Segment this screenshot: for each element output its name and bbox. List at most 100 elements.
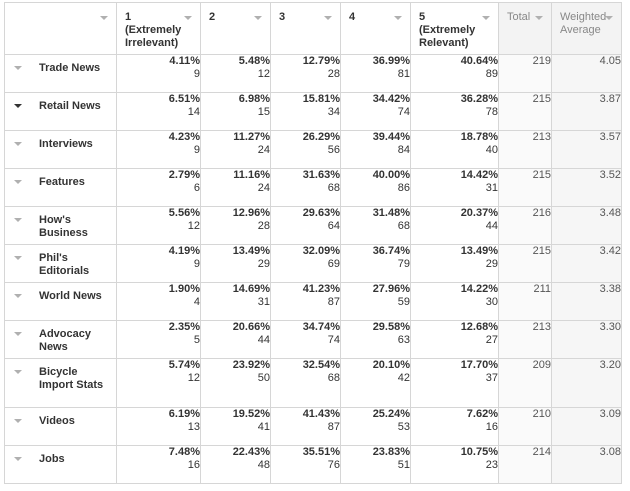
sort-caret-icon[interactable] [254,16,262,20]
header-col-2[interactable]: 2 [200,2,271,55]
response-cell: 4.23% 9 [116,130,201,169]
response-count: 56 [327,144,340,156]
header-col-1[interactable]: 1 (Extremely Irrelevant) [116,2,201,55]
response-cell: 13.49% 29 [410,244,499,283]
response-cell: 19.52% 41 [200,407,271,446]
row-weighted-average: 3.09 [551,407,622,446]
row-label: Phil's Editorials [39,252,90,277]
row-toggle-caret-icon[interactable] [14,457,22,461]
sort-caret-icon[interactable] [324,16,332,20]
response-percent: 14.69% [232,283,270,295]
response-count: 29 [257,258,270,270]
response-count: 41 [257,421,270,433]
response-percent: 20.66% [232,321,270,333]
response-percent: 5.74% [168,359,200,371]
row-total: 216 [498,206,552,245]
survey-results-table: 1 (Extremely Irrelevant) 2 3 4 5 (Extrem… [4,2,622,484]
response-cell: 13.49% 29 [200,244,271,283]
response-percent: 14.42% [460,169,498,181]
table-row: Advocacy News 2.35% 5 20.66% 44 34.74% 74 29.58… [4,320,622,359]
row-weighted-average: 4.05 [551,54,622,93]
row-label-cell: Videos [4,407,117,446]
response-count: 30 [485,296,498,308]
response-count: 68 [327,372,340,384]
row-toggle-caret-icon[interactable] [14,218,22,222]
response-cell: 41.43% 87 [270,407,341,446]
response-count: 78 [485,106,498,118]
row-toggle-caret-icon[interactable] [14,332,22,336]
response-percent: 29.63% [302,207,340,219]
row-label-cell: Advocacy News [4,320,117,359]
sort-caret-icon[interactable] [184,16,192,20]
header-blank[interactable] [4,2,117,55]
response-percent: 1.90% [168,283,200,295]
row-label-cell: World News [4,282,117,321]
row-label: Bicycle Import Stats [39,366,104,391]
row-weighted-average: 3.20 [551,358,622,408]
response-percent: 31.48% [372,207,410,219]
sort-caret-icon[interactable] [535,16,543,20]
header-total[interactable]: Total [498,2,552,55]
row-total: 219 [498,54,552,93]
response-cell: 4.11% 9 [116,54,201,93]
response-count: 53 [397,421,410,433]
row-toggle-caret-icon[interactable] [14,419,22,423]
row-toggle-caret-icon[interactable] [14,370,22,374]
response-cell: 34.74% 74 [270,320,341,359]
response-cell: 2.79% 6 [116,168,201,207]
row-total: 213 [498,320,552,359]
row-toggle-caret-icon[interactable] [14,180,22,184]
response-cell: 20.37% 44 [410,206,499,245]
row-toggle-caret-icon[interactable] [14,294,22,298]
header-weighted-average[interactable]: Weighted Average [551,2,622,55]
response-percent: 25.24% [372,408,410,420]
response-cell: 18.78% 40 [410,130,499,169]
response-percent: 13.49% [460,245,498,257]
response-cell: 20.10% 42 [340,358,411,408]
table-row: Videos 6.19% 13 19.52% 41 41.43% 87 25.24% 53 7.6… [4,407,622,446]
response-percent: 15.81% [302,93,340,105]
response-percent: 29.58% [372,321,410,333]
response-count: 37 [485,372,498,384]
response-count: 12 [257,68,270,80]
response-percent: 7.48% [168,446,200,458]
row-toggle-caret-icon[interactable] [14,104,22,108]
sort-caret-icon[interactable] [605,16,613,20]
response-count: 12 [187,220,200,232]
row-total: 215 [498,168,552,207]
response-count: 13 [187,421,200,433]
header-col-5[interactable]: 5 (Extremely Relevant) [410,2,499,55]
row-toggle-caret-icon[interactable] [14,142,22,146]
row-toggle-caret-icon[interactable] [14,256,22,260]
response-percent: 17.70% [460,359,498,371]
response-percent: 27.96% [372,283,410,295]
response-count: 28 [327,68,340,80]
response-count: 69 [327,258,340,270]
sort-caret-icon[interactable] [482,16,490,20]
row-label: Advocacy News [39,328,91,353]
header-col-3[interactable]: 3 [270,2,341,55]
sort-caret-icon[interactable] [394,16,402,20]
response-cell: 32.54% 68 [270,358,341,408]
header-col-4[interactable]: 4 [340,2,411,55]
response-count: 4 [193,296,200,308]
response-cell: 26.29% 56 [270,130,341,169]
response-cell: 1.90% 4 [116,282,201,321]
row-label: Jobs [39,453,65,465]
response-percent: 35.51% [302,446,340,458]
response-count: 87 [327,421,340,433]
response-cell: 36.28% 78 [410,92,499,131]
response-cell: 23.92% 50 [200,358,271,408]
response-cell: 6.51% 14 [116,92,201,131]
response-percent: 32.54% [302,359,340,371]
row-toggle-caret-icon[interactable] [14,66,22,70]
response-percent: 20.10% [372,359,410,371]
response-percent: 34.74% [302,321,340,333]
row-label-cell: Trade News [4,54,117,93]
response-percent: 36.74% [372,245,410,257]
response-cell: 6.19% 13 [116,407,201,446]
response-percent: 23.83% [372,446,410,458]
row-weighted-average: 3.30 [551,320,622,359]
sort-caret-icon[interactable] [100,16,108,20]
response-percent: 41.23% [302,283,340,295]
